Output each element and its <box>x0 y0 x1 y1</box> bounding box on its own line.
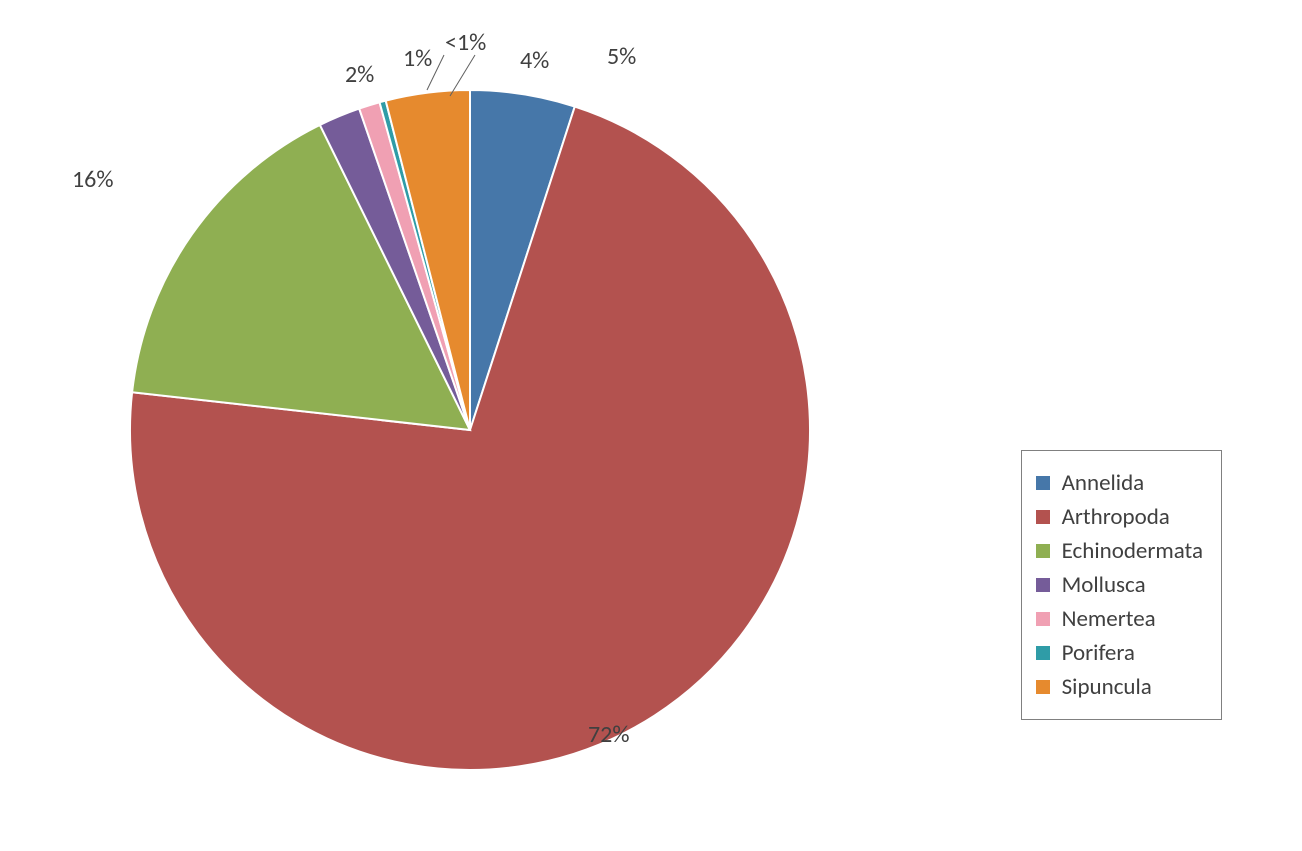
legend-swatch <box>1036 612 1050 626</box>
legend-swatch <box>1036 544 1050 558</box>
legend-swatch <box>1036 476 1050 490</box>
data-label-sipuncula: 4% <box>520 46 549 75</box>
legend-label: Sipuncula <box>1062 673 1152 701</box>
data-label-porifera: <1% <box>445 28 486 57</box>
legend-label: Arthropoda <box>1062 503 1170 531</box>
legend-label: Nemertea <box>1062 605 1156 633</box>
leader-line <box>450 55 475 96</box>
legend-swatch <box>1036 680 1050 694</box>
legend-item-echinodermata: Echinodermata <box>1036 537 1203 565</box>
data-label-nemertea: 1% <box>403 44 432 73</box>
legend-swatch <box>1036 578 1050 592</box>
legend-item-sipuncula: Sipuncula <box>1036 673 1203 701</box>
legend-item-porifera: Porifera <box>1036 639 1203 667</box>
legend-label: Echinodermata <box>1062 537 1203 565</box>
legend-swatch <box>1036 510 1050 524</box>
legend-item-arthropoda: Arthropoda <box>1036 503 1203 531</box>
legend-swatch <box>1036 646 1050 660</box>
data-label-echinodermata: 16% <box>72 165 113 194</box>
legend-item-mollusca: Mollusca <box>1036 571 1203 599</box>
legend-label: Annelida <box>1062 469 1145 497</box>
legend: Annelida Arthropoda Echinodermata Mollusca N… <box>1021 450 1222 720</box>
legend-item-nemertea: Nemertea <box>1036 605 1203 633</box>
legend-label: Porifera <box>1062 639 1135 667</box>
data-label-annelida: 5% <box>607 42 636 71</box>
legend-label: Mollusca <box>1062 571 1146 599</box>
legend-item-annelida: Annelida <box>1036 469 1203 497</box>
pie-chart-container: 5% 72% 16% 2% 1% <1% 4% Annelida Arthropoda Echi… <box>0 0 1302 851</box>
data-label-mollusca: 2% <box>345 60 374 89</box>
data-label-arthropoda: 72% <box>588 720 629 749</box>
leader-lines <box>0 0 1302 851</box>
